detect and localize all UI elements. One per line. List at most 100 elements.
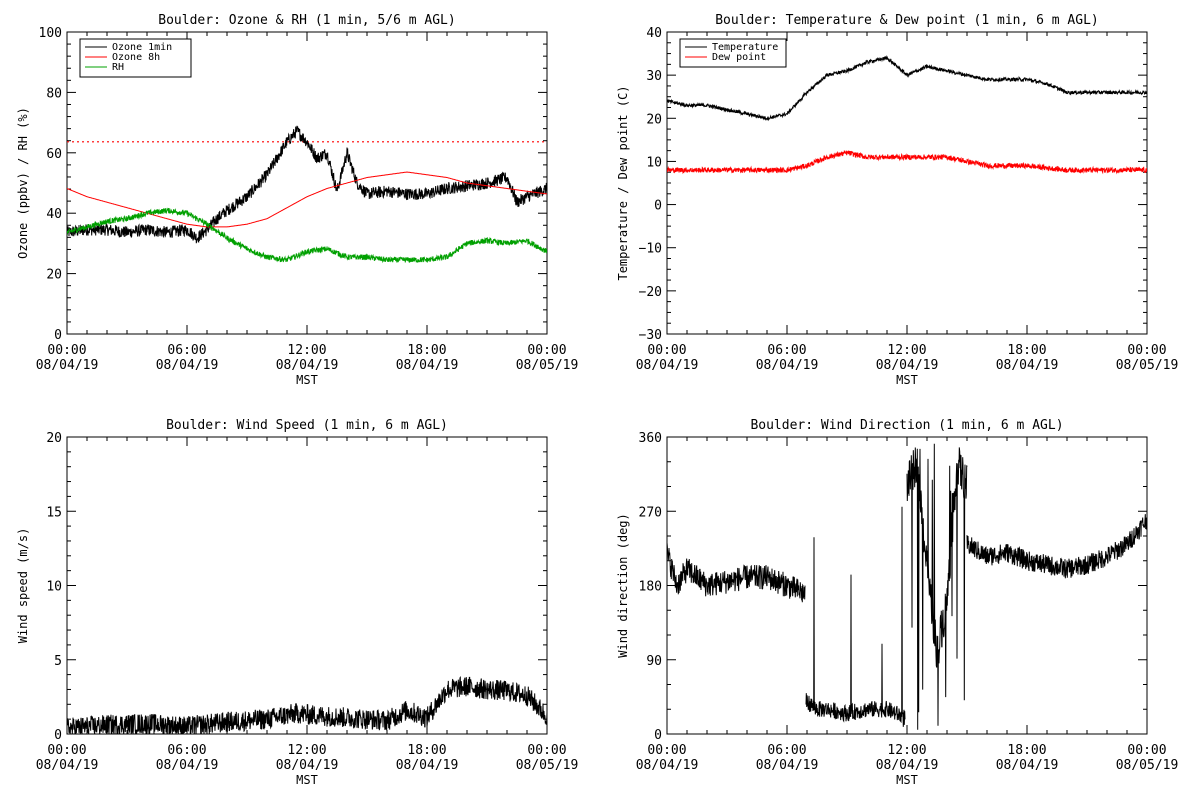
x-tick-label: 06:00	[167, 343, 206, 358]
y-tick-label: −30	[639, 328, 662, 343]
chart-title: Boulder: Wind Speed (1 min, 6 m AGL)	[166, 418, 448, 433]
x-tick-label: 00:00	[47, 743, 86, 758]
x-tick-date-label: 08/05/19	[1116, 358, 1179, 373]
y-tick-label: −10	[639, 242, 662, 257]
series-group	[67, 675, 547, 734]
y-tick-label: 0	[654, 728, 662, 743]
y-tick-label: 20	[646, 112, 662, 127]
chart-title: Boulder: Wind Direction (1 min, 6 m AGL)	[750, 418, 1063, 433]
x-axis-label: MST	[296, 773, 318, 787]
y-tick-label: 0	[654, 199, 662, 214]
x-tick-label: 00:00	[647, 343, 686, 358]
series-line-rh	[67, 207, 547, 264]
x-tick-label: 18:00	[407, 343, 446, 358]
x-tick-label: 00:00	[527, 743, 566, 758]
x-axis-label: MST	[896, 373, 918, 387]
y-tick-label: 90	[646, 654, 662, 669]
series-line-3	[906, 443, 968, 730]
chart-title: Boulder: Temperature & Dew point (1 min,…	[715, 13, 1099, 28]
y-tick-label: 360	[639, 431, 662, 446]
y-axis-label: Wind direction (deg)	[616, 513, 630, 658]
y-tick-label: 80	[46, 86, 62, 101]
x-tick-date-label: 08/04/19	[756, 358, 819, 373]
legend-label: Ozone 1min	[112, 42, 172, 53]
x-tick-label: 06:00	[167, 743, 206, 758]
x-tick-date-label: 08/04/19	[876, 358, 939, 373]
x-tick-label: 12:00	[287, 743, 326, 758]
x-tick-date-label: 08/04/19	[636, 358, 699, 373]
y-tick-label: 100	[39, 26, 62, 41]
chart-panel-4: Boulder: Wind Direction (1 min, 6 m AGL)…	[616, 418, 1178, 787]
x-tick-date-label: 08/04/19	[36, 758, 99, 773]
x-tick-date-label: 08/04/19	[156, 758, 219, 773]
series-line-1	[67, 675, 547, 734]
y-tick-label: 270	[639, 505, 662, 520]
series-line-2	[805, 506, 906, 727]
series-group	[667, 55, 1147, 175]
y-tick-label: 180	[639, 580, 662, 595]
x-tick-date-label: 08/05/19	[1116, 758, 1179, 773]
x-tick-label: 12:00	[287, 343, 326, 358]
series-group	[667, 443, 1147, 730]
x-tick-label: 18:00	[1007, 743, 1046, 758]
plot-frame	[666, 31, 1148, 335]
y-tick-label: 5	[54, 654, 62, 669]
series-line-dew-point	[667, 149, 1147, 175]
y-tick-label: 15	[46, 505, 62, 520]
legend-label: Temperature	[712, 42, 778, 53]
x-tick-date-label: 08/05/19	[516, 758, 579, 773]
y-axis-label: Ozone (ppbv) / RH (%)	[16, 107, 30, 259]
x-tick-label: 00:00	[647, 743, 686, 758]
legend-label: RH	[112, 62, 124, 73]
y-axis-label: Temperature / Dew point (C)	[616, 85, 630, 280]
x-tick-label: 18:00	[407, 743, 446, 758]
y-tick-label: 10	[646, 155, 662, 170]
x-tick-label: 00:00	[47, 343, 86, 358]
x-tick-label: 00:00	[1127, 743, 1166, 758]
x-tick-date-label: 08/04/19	[636, 758, 699, 773]
series-line-4	[966, 514, 1147, 579]
y-tick-label: 40	[646, 26, 662, 41]
y-tick-label: 60	[46, 147, 62, 162]
x-tick-date-label: 08/04/19	[756, 758, 819, 773]
x-tick-label: 12:00	[887, 343, 926, 358]
legend-label: Ozone 8h	[112, 52, 160, 63]
x-tick-date-label: 08/04/19	[276, 758, 339, 773]
y-tick-label: 20	[46, 268, 62, 283]
legend-box	[679, 38, 787, 68]
chart-panel-3: Boulder: Wind Speed (1 min, 6 m AGL) 00:0…	[16, 418, 578, 787]
x-tick-label: 06:00	[767, 743, 806, 758]
x-tick-label: 12:00	[887, 743, 926, 758]
x-tick-date-label: 08/04/19	[396, 758, 459, 773]
x-tick-date-label: 08/04/19	[996, 758, 1059, 773]
y-tick-label: 40	[46, 207, 62, 222]
x-tick-date-label: 08/04/19	[36, 358, 99, 373]
y-tick-label: 0	[54, 728, 62, 743]
x-tick-date-label: 08/04/19	[996, 358, 1059, 373]
x-tick-date-label: 08/04/19	[396, 358, 459, 373]
chart-panel-2: Boulder: Temperature & Dew point (1 min,…	[616, 13, 1178, 387]
y-axis-label: Wind speed (m/s)	[16, 528, 30, 644]
legend-label: Dew point	[712, 52, 766, 63]
x-tick-label: 06:00	[767, 343, 806, 358]
series-group	[67, 125, 547, 264]
x-tick-date-label: 08/05/19	[516, 358, 579, 373]
x-tick-date-label: 08/04/19	[876, 758, 939, 773]
legend-box	[79, 38, 192, 78]
x-tick-date-label: 08/04/19	[156, 358, 219, 373]
chart-title: Boulder: Ozone & RH (1 min, 5/6 m AGL)	[158, 13, 455, 28]
series-line-1	[667, 542, 806, 603]
chart-panel-1: Boulder: Ozone & RH (1 min, 5/6 m AGL)00…	[16, 13, 578, 387]
x-tick-label: 00:00	[1127, 343, 1166, 358]
x-tick-date-label: 08/04/19	[276, 358, 339, 373]
x-tick-label: 18:00	[1007, 343, 1046, 358]
y-tick-label: 10	[46, 580, 62, 595]
series-line-temperature	[667, 55, 1147, 122]
y-tick-label: 20	[46, 431, 62, 446]
y-tick-label: 0	[54, 328, 62, 343]
x-tick-label: 00:00	[527, 343, 566, 358]
x-axis-label: MST	[296, 373, 318, 387]
series-line-ozone-1min	[67, 125, 547, 244]
y-tick-label: −20	[639, 285, 662, 300]
